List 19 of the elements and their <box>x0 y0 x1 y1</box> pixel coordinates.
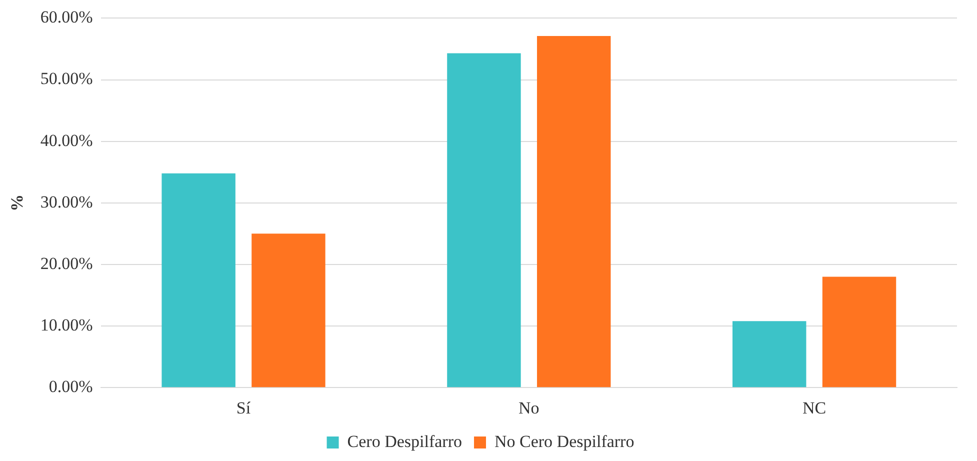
bar <box>732 321 806 388</box>
y-tick-label: 60.00% <box>40 8 93 27</box>
legend-label: No Cero Despilfarro <box>494 432 634 451</box>
bar <box>162 173 236 388</box>
y-axis-title: % <box>8 194 27 212</box>
y-tick-label: 50.00% <box>40 69 93 88</box>
bar <box>447 53 521 388</box>
y-tick-label: 30.00% <box>40 192 93 212</box>
y-tick-label: 20.00% <box>40 254 93 273</box>
x-tick-label: NC <box>802 398 826 418</box>
bar <box>536 36 611 388</box>
y-tick-label: 40.00% <box>40 130 93 150</box>
bar <box>822 276 896 388</box>
x-tick-label: No <box>518 398 540 418</box>
bar <box>252 234 326 388</box>
y-tick-label: 10.00% <box>40 316 93 334</box>
x-tick-label: Sí <box>236 398 251 418</box>
legend-label: Cero Despilfarro <box>347 432 462 451</box>
y-tick-label: 0.00% <box>48 377 93 396</box>
